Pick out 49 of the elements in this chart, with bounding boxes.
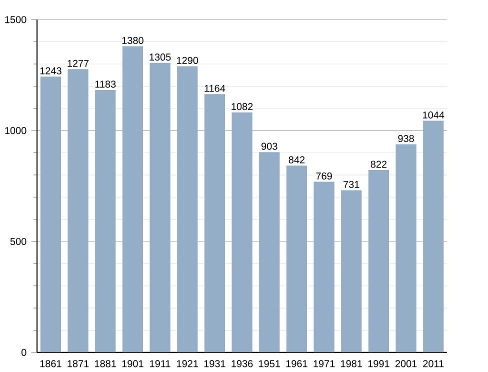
x-tick-label: 1981 — [341, 360, 362, 368]
data-label: 1277 — [68, 60, 89, 67]
data-label: 731 — [344, 180, 360, 188]
x-tick-label: 1921 — [177, 360, 198, 368]
bar — [150, 62, 170, 352]
x-tick-label: 2011 — [423, 360, 444, 368]
x-tick-label: 1961 — [286, 360, 308, 368]
y-tick-label: 0 — [21, 348, 26, 356]
data-label: 1164 — [204, 84, 226, 92]
bar — [314, 182, 334, 352]
data-label: 938 — [398, 134, 414, 142]
data-label: 1082 — [232, 102, 253, 110]
x-tick-label: 1951 — [259, 360, 280, 368]
bar — [95, 90, 116, 352]
data-label: 769 — [316, 172, 332, 180]
data-label: 1243 — [40, 67, 62, 74]
data-label: 1380 — [122, 36, 144, 44]
bar — [204, 94, 226, 352]
bar — [286, 165, 308, 352]
y-tick-label: 500 — [10, 238, 26, 245]
x-tick-label: 1871 — [68, 360, 89, 368]
data-label: 1044 — [423, 111, 444, 118]
bar — [396, 144, 416, 352]
y-tick-label: 1500 — [5, 16, 26, 23]
bar — [122, 46, 144, 352]
data-label: 903 — [262, 142, 278, 150]
x-tick-label: 1971 — [314, 360, 335, 368]
x-tick-label: 1861 — [40, 360, 62, 368]
bar — [68, 68, 88, 352]
x-tick-label: 1936 — [232, 360, 253, 368]
y-tick-label: 1000 — [5, 126, 26, 134]
x-tick-label: 1991 — [368, 360, 390, 368]
data-label: 1183 — [95, 80, 116, 88]
bar — [368, 170, 390, 352]
x-tick-label: 2001 — [395, 360, 417, 368]
x-tick-label: 1911 — [150, 360, 170, 368]
x-tick-label: 1881 — [95, 360, 116, 368]
data-label: 1305 — [150, 53, 171, 60]
data-label: 1290 — [177, 56, 198, 64]
bar — [40, 76, 62, 352]
data-label: 822 — [370, 160, 387, 168]
bar — [341, 190, 362, 352]
data-label: 842 — [288, 156, 305, 164]
bar — [232, 112, 252, 352]
bar — [259, 152, 280, 352]
x-tick-label: 1931 — [204, 360, 226, 368]
x-tick-label: 1901 — [122, 360, 144, 368]
bar — [423, 120, 444, 352]
bar — [177, 66, 198, 352]
